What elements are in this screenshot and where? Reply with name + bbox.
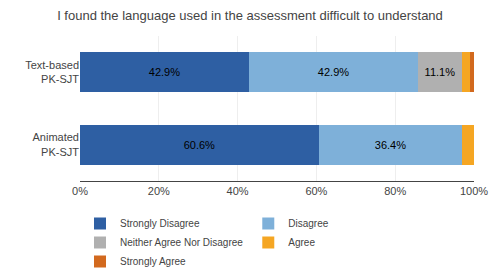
svg-text:60.6%: 60.6% xyxy=(184,139,215,151)
svg-text:42.9%: 42.9% xyxy=(149,66,180,78)
svg-text:36.4%: 36.4% xyxy=(375,139,406,151)
svg-text:Strongly Disagree: Strongly Disagree xyxy=(120,218,200,229)
svg-text:42.9%: 42.9% xyxy=(318,66,349,78)
svg-text:AnimatedPK-SJT: AnimatedPK-SJT xyxy=(33,131,80,157)
svg-text:20%: 20% xyxy=(148,185,170,197)
svg-text:0%: 0% xyxy=(72,185,88,197)
svg-text:Neither Agree Nor Disagree: Neither Agree Nor Disagree xyxy=(120,237,243,248)
svg-text:80%: 80% xyxy=(384,185,406,197)
svg-text:60%: 60% xyxy=(305,185,327,197)
svg-text:Text-basedPK-SJT: Text-basedPK-SJT xyxy=(25,59,79,85)
svg-text:40%: 40% xyxy=(227,185,249,197)
svg-text:11.1%: 11.1% xyxy=(425,66,456,78)
svg-text:I found the language used in t: I found the language used in the assessm… xyxy=(57,8,443,23)
svg-text:Agree: Agree xyxy=(288,237,315,248)
svg-text:Disagree: Disagree xyxy=(288,218,328,229)
svg-text:100%: 100% xyxy=(460,185,488,197)
svg-text:Strongly Agree: Strongly Agree xyxy=(120,256,186,267)
